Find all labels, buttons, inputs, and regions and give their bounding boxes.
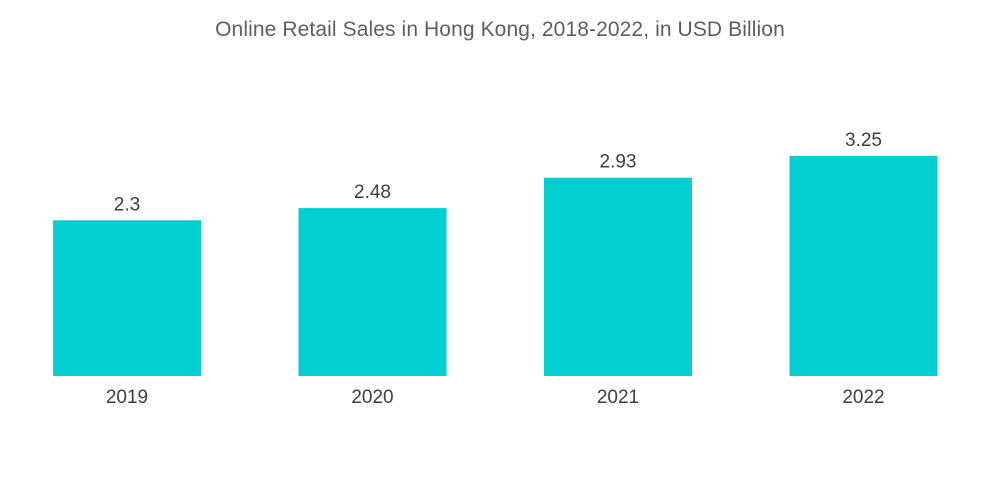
- bars-group: [53, 156, 938, 376]
- value-labels-group: 2.3 2.48 2.93 3.25: [114, 130, 882, 215]
- bar-value-label-2020: 2.48: [354, 182, 391, 203]
- bar-value-label-2019: 2.3: [114, 194, 140, 215]
- bar-2019: [53, 220, 201, 376]
- bar-2022: [789, 156, 938, 376]
- x-tick-label-2021: 2021: [597, 387, 639, 408]
- bar-value-label-2022: 3.25: [845, 130, 882, 151]
- x-tick-label-2022: 2022: [842, 387, 884, 408]
- bar-2021: [544, 177, 692, 376]
- x-tick-label-2019: 2019: [106, 387, 148, 408]
- bar-value-label-2021: 2.93: [600, 152, 637, 173]
- x-tick-label-2020: 2020: [351, 387, 393, 408]
- bar-2020: [298, 208, 447, 376]
- x-axis-ticks-group: 2019 2020 2021 2022: [106, 387, 885, 408]
- chart-title: Online Retail Sales in Hong Kong, 2018-2…: [215, 18, 785, 41]
